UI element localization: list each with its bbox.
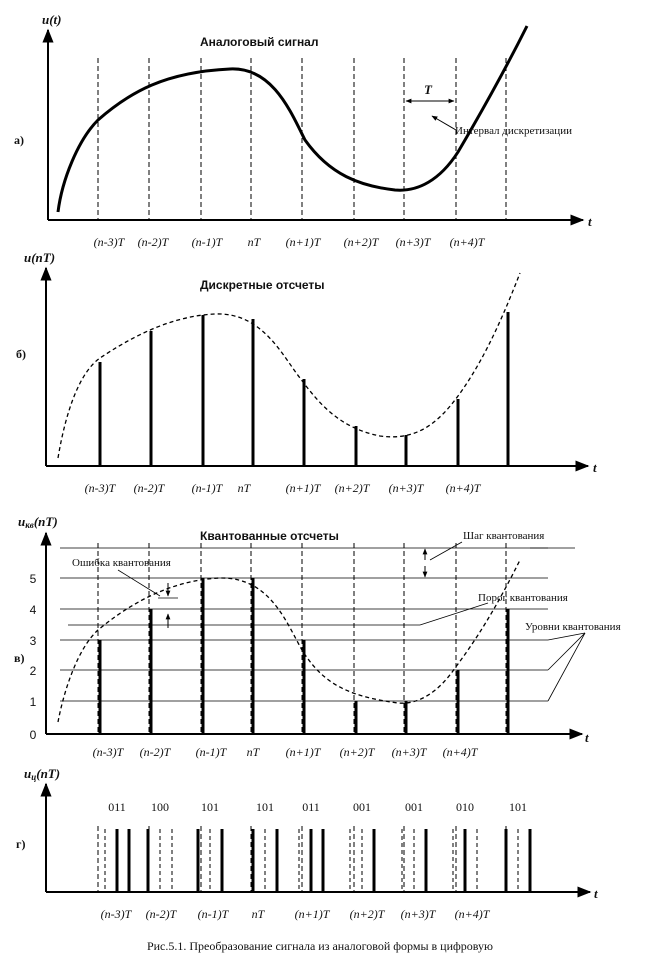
- error-note: Ошибка квантования: [72, 557, 171, 569]
- discrete-samples: [98, 312, 510, 466]
- panel-b-tick-label: (n-3)T: [85, 481, 117, 495]
- level-tick-label: 4: [30, 603, 37, 617]
- panel-c-label: в): [14, 651, 24, 665]
- panel-c-tick-label: nT: [247, 745, 261, 759]
- panel-d-tick-label: (n+4)T: [455, 907, 491, 921]
- panel-d-tick-label: (n+1)T: [295, 907, 331, 921]
- error-note-pointer: [117, 569, 161, 597]
- panel-a-tick-label: (n+4)T: [450, 235, 486, 249]
- panel-c-x-label: t: [585, 730, 589, 745]
- panel-c-quantized: uкв(nT) t Квантованные отсчеты в) 0 1 2 3 4 5…: [14, 514, 621, 759]
- panel-a-tick-label: nT: [248, 235, 262, 249]
- code-word: 101: [509, 800, 527, 814]
- panel-a-tick-label: (n+2)T: [344, 235, 380, 249]
- levels-pointer: [547, 632, 586, 671]
- panel-b-tick-label: (n-1)T: [192, 481, 224, 495]
- panel-a-tick-label: (n+1)T: [286, 235, 322, 249]
- panel-b-x-label: t: [593, 460, 597, 475]
- level-tick-label: 3: [30, 634, 37, 648]
- levels-pointer: [547, 632, 586, 641]
- code-word: 001: [353, 800, 371, 814]
- panel-a-tick-label: (n-2)T: [138, 235, 170, 249]
- panel-b-discrete: u(nT) t Дискретные отсчеты б) (n-3)T (n-2…: [16, 250, 597, 495]
- panel-c-tick-labels: (n-3)T (n-2)T (n-1)T nT (n+1)T (n+2)T (n+3)T (n…: [93, 745, 479, 759]
- panel-d-y-label: uц(nT): [24, 766, 60, 782]
- panel-d-tick-label: (n-2)T: [146, 907, 178, 921]
- digital-code-pulses: [104, 829, 532, 892]
- panel-a-tick-label: (n+3)T: [396, 235, 432, 249]
- panel-b-tick-label: (n+3)T: [389, 481, 425, 495]
- interval-note: Интервал дискретизации: [455, 125, 572, 137]
- panel-b-y-label: u(nT): [24, 250, 55, 265]
- panel-c-tick-label: (n-3)T: [93, 745, 125, 759]
- panel-a-analog: u(t) t Аналоговый сигнал а) T Интервал д…: [14, 12, 592, 249]
- code-word: 001: [405, 800, 423, 814]
- panel-b-tick-label: (n+2)T: [335, 481, 371, 495]
- panel-d-digital: uц(nT) t г) 011 100 101 101 011 001 001 010 101 …: [16, 766, 598, 921]
- panel-b-label: б): [16, 347, 26, 361]
- quantized-envelope-curve: [57, 559, 521, 723]
- panel-a-y-label: u(t): [42, 12, 62, 27]
- panel-a-tick-label: (n-3)T: [94, 235, 126, 249]
- panel-c-tick-label: (n+4)T: [443, 745, 479, 759]
- panel-d-tick-label: nT: [252, 907, 266, 921]
- panel-c-tick-label: (n-1)T: [196, 745, 228, 759]
- level-tick-label: 2: [30, 664, 37, 678]
- panel-a-title: Аналоговый сигнал: [200, 35, 318, 49]
- panel-d-tick-labels: (n-3)T (n-2)T (n-1)T nT (n+1)T (n+2)T (n+3)T (n…: [101, 907, 491, 921]
- panel-d-sample-lines: [97, 826, 507, 892]
- panel-c-tick-label: (n+3)T: [392, 745, 428, 759]
- code-word: 010: [456, 800, 474, 814]
- code-word: 101: [256, 800, 274, 814]
- panel-a-x-label: t: [588, 214, 592, 229]
- panel-a-label: а): [14, 133, 24, 147]
- code-word: 100: [151, 800, 169, 814]
- panel-c-sample-lines: [97, 543, 507, 734]
- step-note-pointer: [429, 541, 463, 561]
- quantization-levels: 0 1 2 3 4 5: [30, 547, 548, 742]
- panel-b-tick-label: (n-2)T: [134, 481, 166, 495]
- panel-c-title: Квантованные отсчеты: [200, 529, 339, 543]
- panel-d-tick-label: (n-3)T: [101, 907, 133, 921]
- panel-d-tick-label: (n+3)T: [401, 907, 437, 921]
- panel-a-tick-labels: (n-3)T (n-2)T (n-1)T nT (n+1)T (n+2)T (n+3)T (n…: [94, 235, 486, 249]
- levels-pointer: [547, 632, 586, 702]
- level-tick-label: 5: [30, 572, 37, 586]
- figure-caption: Рис.5.1. Преобразование сигнала из анало…: [147, 939, 493, 953]
- panel-b-tick-label: (n+1)T: [286, 481, 322, 495]
- step-note: Шаг квантования: [463, 530, 544, 542]
- level-tick-label: 1: [30, 695, 37, 709]
- threshold-note: Порог квантования: [478, 592, 568, 604]
- panel-b-tick-labels: (n-3)T (n-2)T (n-1)T nT (n+1)T (n+2)T (n+3)T (n…: [85, 481, 482, 495]
- panel-d-tick-label: (n+2)T: [350, 907, 386, 921]
- level-tick-label: 0: [30, 728, 37, 742]
- panel-a-sample-lines: [97, 58, 507, 220]
- panel-c-y-label: uкв(nT): [18, 514, 58, 530]
- panel-c-tick-label: (n-2)T: [140, 745, 172, 759]
- sampling-interval-label: T: [424, 82, 433, 97]
- code-word: 101: [201, 800, 219, 814]
- digital-code-words: 011 100 101 101 011 001 001 010 101: [108, 800, 527, 814]
- analog-signal-curve: [56, 25, 529, 213]
- threshold-note-pointer: [419, 602, 489, 626]
- panel-b-tick-label: nT: [238, 481, 252, 495]
- code-word: 011: [302, 800, 320, 814]
- discrete-envelope-curve: [57, 272, 521, 459]
- panel-b-tick-label: (n+4)T: [446, 481, 482, 495]
- interval-note-pointer: [431, 115, 457, 131]
- panel-c-tick-label: (n+2)T: [340, 745, 376, 759]
- panel-d-tick-label: (n-1)T: [198, 907, 230, 921]
- quantized-samples: [98, 578, 510, 734]
- panel-b-title: Дискретные отсчеты: [200, 278, 325, 292]
- levels-note-pointers: [530, 547, 586, 702]
- panel-c-tick-label: (n+1)T: [286, 745, 322, 759]
- levels-note: Уровни квантования: [525, 621, 621, 633]
- panel-d-label: г): [16, 837, 25, 851]
- panel-d-x-label: t: [594, 886, 598, 901]
- panel-a-tick-label: (n-1)T: [192, 235, 224, 249]
- code-word: 011: [108, 800, 126, 814]
